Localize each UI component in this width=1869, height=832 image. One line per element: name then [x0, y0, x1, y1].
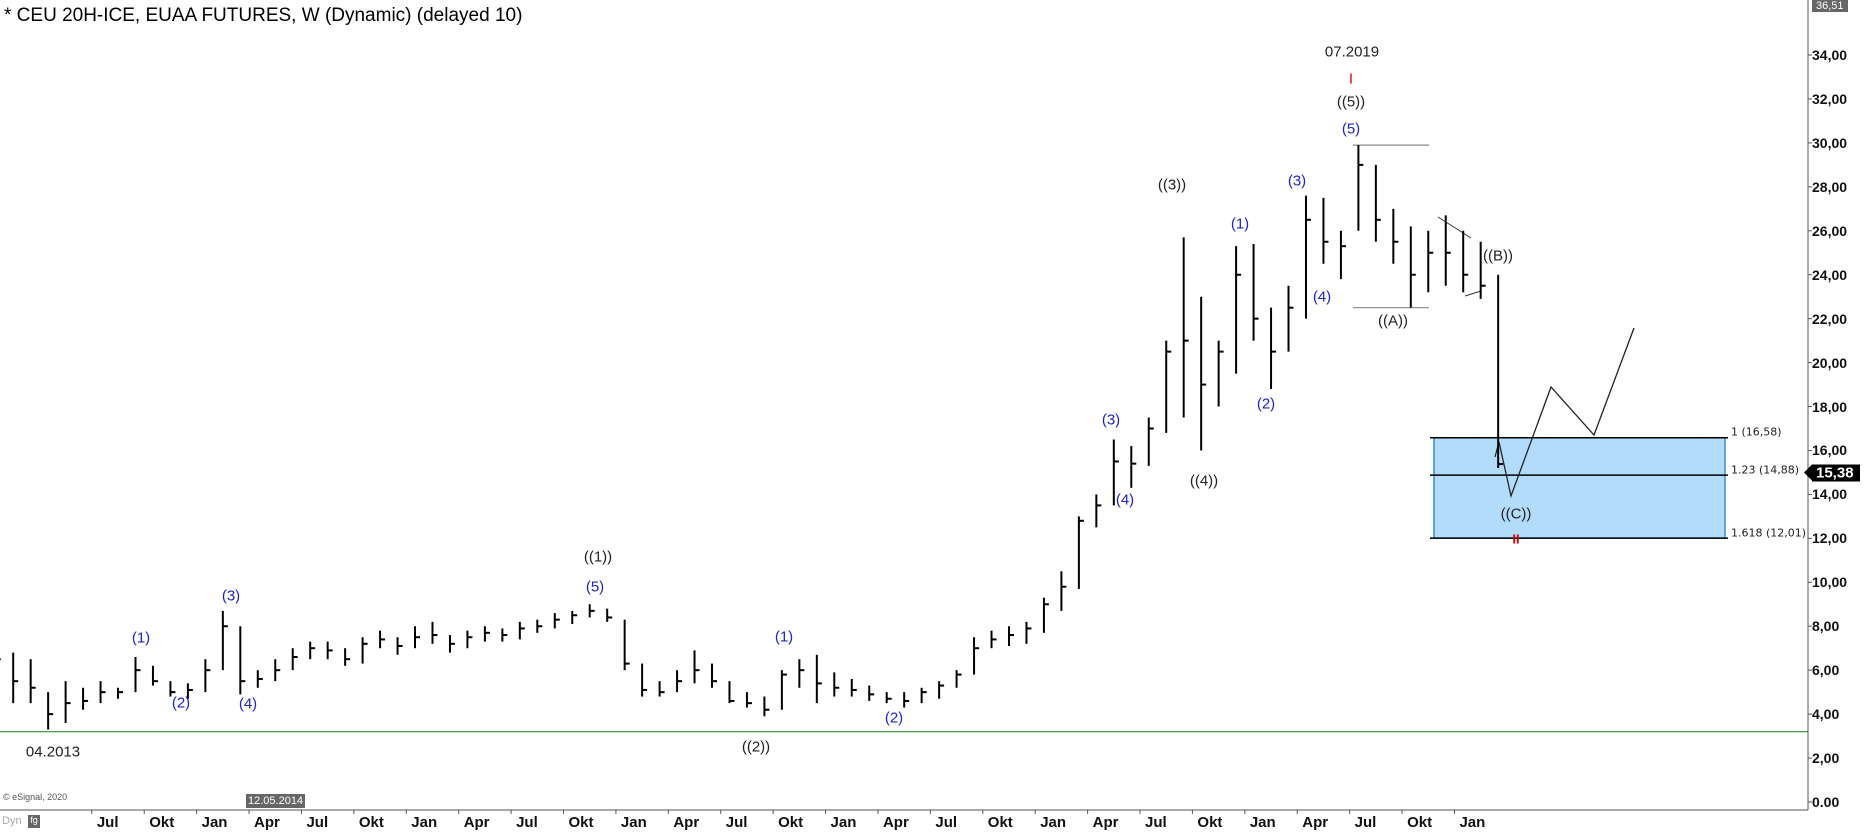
- marker-i: I: [1348, 70, 1354, 88]
- wave-label-b: ((B)): [1483, 247, 1513, 265]
- fib-label-1-618: 1.618 (12,01): [1731, 526, 1807, 540]
- y-tick-label: 30,00: [1812, 134, 1848, 151]
- wave-label-2-major: ((2)): [741, 738, 771, 756]
- y-tick-label: 26,00: [1812, 222, 1848, 239]
- top-price-tag: 36,51: [1812, 0, 1848, 12]
- x-tick-label: Jul: [935, 814, 958, 831]
- wave-label-5-top: (5): [1341, 120, 1361, 138]
- label-date-top: 07.2019: [1324, 43, 1380, 61]
- wave-label-2: (2): [171, 694, 191, 712]
- cursor-date-tag: 12.05.2014: [246, 794, 306, 808]
- x-tick-label: Jan: [1040, 814, 1067, 831]
- x-tick-label: Okt: [987, 814, 1013, 831]
- x-tick-label: Apr: [1302, 814, 1329, 831]
- copyright: © eSignal, 2020: [3, 792, 68, 802]
- y-tick-label: 18,00: [1812, 398, 1848, 415]
- y-tick-label: 16,00: [1812, 442, 1848, 459]
- x-tick-label: Apr: [673, 814, 700, 831]
- x-tick-label: Okt: [358, 814, 384, 831]
- x-tick-label: Apr: [463, 814, 490, 831]
- wave-b-trendline: [1437, 216, 1472, 239]
- x-tick-label: Apr: [882, 814, 909, 831]
- x-tick-label: Apr: [1092, 814, 1119, 831]
- label-date-bottom: 04.2013: [25, 743, 81, 761]
- wave-label-5-major: ((5)): [1336, 93, 1366, 111]
- y-tick-label: 28,00: [1812, 178, 1848, 195]
- x-tick-label: Jan: [201, 814, 228, 831]
- wave-label-a: ((A)): [1378, 312, 1408, 330]
- marker-ii: II: [1512, 531, 1520, 547]
- x-tick-label: Jul: [1354, 814, 1377, 831]
- wave-label-2: (2): [884, 709, 904, 727]
- y-tick-label: 24,00: [1812, 266, 1848, 283]
- wave-label-3-major: ((3)): [1157, 176, 1187, 194]
- fg-icon[interactable]: fg: [28, 815, 40, 828]
- y-tick-label: 6,00: [1812, 662, 1840, 679]
- x-tick-label: Apr: [254, 814, 280, 831]
- y-tick-label: 8,00: [1812, 618, 1840, 635]
- y-tick-label: 12,00: [1812, 530, 1848, 547]
- wave-label-4-major: ((4)): [1189, 472, 1219, 490]
- y-tick-label: 2,00: [1812, 750, 1840, 767]
- x-tick-label: Okt: [1407, 814, 1433, 831]
- wave-label-3: (3): [1101, 411, 1121, 429]
- x-tick-label: Okt: [1197, 814, 1223, 831]
- dynamic-mode-label: Dyn: [2, 815, 22, 827]
- x-tick-label: Jul: [306, 814, 329, 831]
- wave-label-1-major: ((1)): [583, 548, 613, 566]
- y-tick-label: 0.00: [1812, 794, 1840, 810]
- y-tick-label: 4,00: [1812, 706, 1840, 723]
- wave-label-4: (4): [1115, 491, 1135, 509]
- x-tick-label: Okt: [568, 814, 594, 831]
- x-tick-label: Jan: [1249, 814, 1276, 831]
- wave-label-c: ((C)): [1500, 505, 1532, 523]
- y-tick-label: 14,00: [1812, 486, 1848, 503]
- x-tick-label: Jan: [411, 814, 438, 831]
- y-tick-label: 10,00: [1812, 574, 1848, 591]
- last-price-tag: 15,38: [1804, 464, 1860, 482]
- wave-label-5: (5): [585, 578, 605, 596]
- x-tick-label: Jul: [96, 814, 119, 831]
- wave-label-3: (3): [1287, 172, 1307, 190]
- wave-label-1: (1): [774, 628, 794, 646]
- wave-label-4: (4): [238, 695, 258, 713]
- y-tick-label: 22,00: [1812, 310, 1848, 327]
- x-tick-label: Okt: [149, 814, 175, 831]
- x-tick-label: Jan: [1459, 814, 1486, 831]
- wave-b-trendline: [1464, 290, 1482, 297]
- x-tick-label: Jan: [830, 814, 857, 831]
- fib-label-1: 1 (16,58): [1731, 425, 1782, 439]
- x-tick-label: Okt: [778, 814, 804, 831]
- y-tick-label: 32,00: [1812, 90, 1848, 107]
- x-tick-label: Jul: [1145, 814, 1167, 831]
- wave-label-3: (3): [221, 587, 241, 605]
- y-tick-label: 20,00: [1812, 354, 1848, 371]
- wave-label-2: (2): [1256, 395, 1276, 413]
- wave-label-1: (1): [131, 629, 151, 647]
- wave-label-4: (4): [1312, 288, 1332, 306]
- x-tick-label: Jul: [725, 814, 748, 831]
- chart-title: * CEU 20H-ICE, EUAA FUTURES, W (Dynamic)…: [4, 5, 523, 26]
- fib-label-1-23: 1.23 (14,88): [1731, 463, 1800, 477]
- x-tick-label: Jan: [620, 814, 647, 831]
- fib-target-box: [1433, 436, 1726, 539]
- x-tick-label: Jul: [516, 814, 538, 831]
- wave-label-1: (1): [1230, 215, 1250, 233]
- y-tick-label: 34,00: [1812, 47, 1848, 64]
